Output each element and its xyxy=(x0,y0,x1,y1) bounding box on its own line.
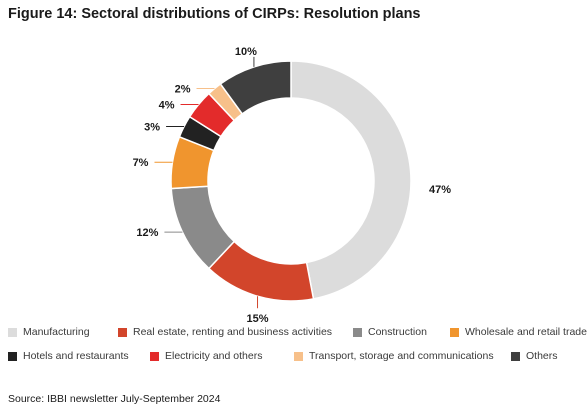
slice-manufacturing xyxy=(290,60,412,300)
legend-label-hotels: Hotels and restaurants xyxy=(23,350,129,362)
chart-title: Figure 14: Sectoral distributions of CIR… xyxy=(8,6,421,22)
legend-swatch-construction xyxy=(353,327,362,337)
legend-item-electricity: Electricity and others xyxy=(150,350,262,362)
legend-label-others: Others xyxy=(526,350,558,362)
legend-label-wholesale: Wholesale and retail trade xyxy=(465,326,587,338)
legend-label-manufacturing: Manufacturing xyxy=(23,326,90,338)
legend-item-others: Others xyxy=(511,350,558,362)
legend-label-electricity: Electricity and others xyxy=(165,350,263,362)
legend-item-manufacturing: Manufacturing xyxy=(8,326,90,338)
legend-swatch-electricity xyxy=(150,351,159,361)
legend-item-construction: Construction xyxy=(353,326,427,338)
legend-swatch-real-estate xyxy=(118,327,127,337)
legend-swatch-others xyxy=(511,351,520,361)
legend-label-construction: Construction xyxy=(368,326,427,338)
legend-swatch-transport xyxy=(294,351,303,361)
legend-swatch-hotels xyxy=(8,351,17,361)
data-label-others: 10% xyxy=(235,46,257,58)
legend-item-real-estate: Real estate, renting and business activi… xyxy=(118,326,332,338)
data-label-transport: 2% xyxy=(175,84,191,96)
data-label-construction: 12% xyxy=(136,227,158,239)
data-label-electricity: 4% xyxy=(159,100,175,112)
data-label-wholesale: 7% xyxy=(133,157,149,169)
legend-item-wholesale: Wholesale and retail trade xyxy=(450,326,587,338)
data-label-manufacturing: 47% xyxy=(429,184,451,196)
legend-item-hotels: Hotels and restaurants xyxy=(8,350,129,362)
slice-others xyxy=(219,60,292,115)
legend-swatch-manufacturing xyxy=(8,327,17,337)
legend-label-real-estate: Real estate, renting and business activi… xyxy=(133,326,333,338)
legend-item-transport: Transport, storage and communications xyxy=(294,350,494,362)
data-label-real-estate: 15% xyxy=(247,313,269,325)
legend-label-transport: Transport, storage and communications xyxy=(309,350,494,362)
legend-swatch-wholesale xyxy=(450,327,459,337)
donut-chart: 47% 15% 12% 7% 3% 4%2% 10% xyxy=(133,46,452,325)
source-note: Source: IBBI newsletter July-September 2… xyxy=(8,393,221,405)
data-label-hotels: 3% xyxy=(144,122,160,134)
